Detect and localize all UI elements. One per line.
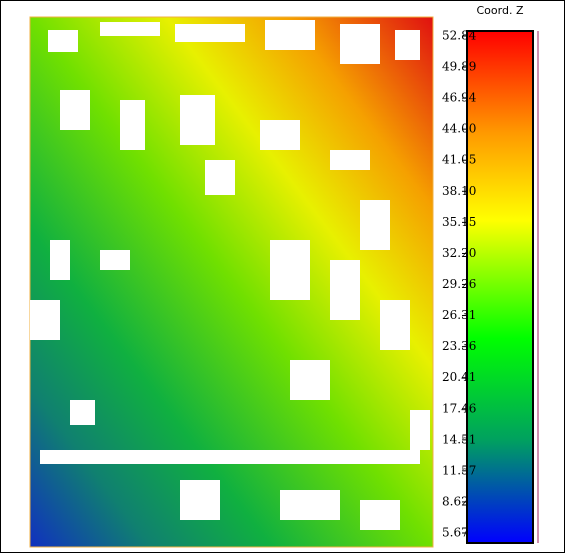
tick-label: 8.62 [442, 494, 469, 508]
tick-label: 38.10 [442, 184, 476, 198]
tick-label: 46.94 [442, 91, 477, 105]
tick-label: 20.41 [442, 370, 476, 384]
cloud-area [30, 17, 433, 547]
tick-label: 23.36 [442, 339, 476, 353]
tick-label: 14.51 [442, 432, 476, 446]
tick-label: 35.15 [442, 215, 476, 229]
tick-label: 49.89 [442, 60, 476, 74]
colorbar-title: Coord. Z [477, 4, 524, 17]
viewer: Coord. Z 52.84 49.89 46.94 44.00 41.05 38.10 3… [0, 0, 565, 553]
tick-label: 41.05 [442, 153, 476, 167]
point-cloud [30, 17, 433, 547]
tick-label: 11.57 [442, 463, 476, 477]
tick-label: 5.67 [442, 526, 469, 540]
colorbar [467, 31, 533, 543]
tick-label: 17.46 [442, 401, 476, 415]
tick-label: 29.26 [442, 277, 476, 291]
tick-label: 32.20 [442, 246, 476, 260]
tick-label: 26.31 [442, 308, 476, 322]
tick-label: 44.00 [442, 122, 476, 136]
tick-label: 52.84 [442, 29, 477, 43]
